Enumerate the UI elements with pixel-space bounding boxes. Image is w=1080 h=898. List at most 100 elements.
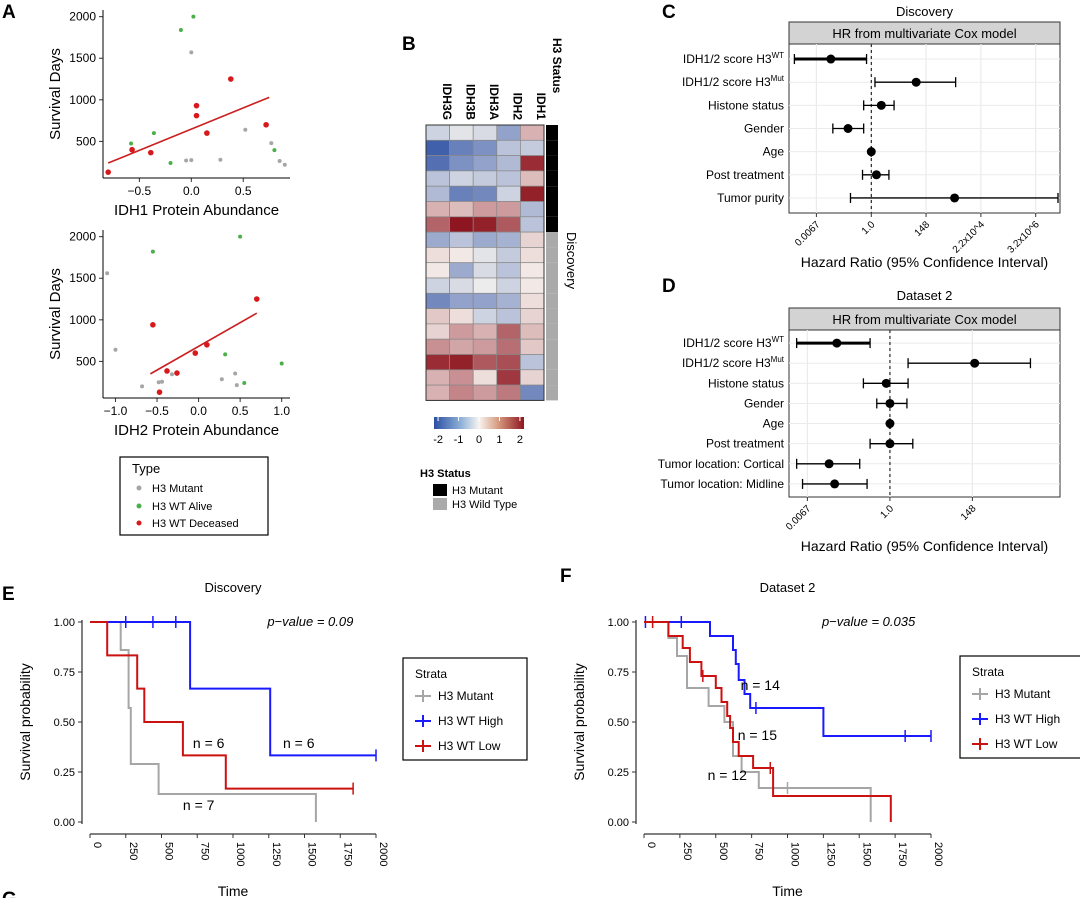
heatmap-cell: [425, 155, 450, 172]
scatter-point-mutant: [277, 158, 282, 163]
scatter-point-mutant: [184, 158, 189, 163]
forest-point: [950, 193, 960, 203]
scatter-point-deceased: [193, 112, 200, 119]
forest-header-text: HR from multivariate Cox model: [832, 26, 1016, 41]
km-x-axis-label: Time: [772, 883, 803, 898]
forest-row-label-text: Age: [763, 145, 785, 159]
forest-row-label-text: Gender: [744, 122, 784, 136]
km-count-annotation: n = 14: [741, 677, 781, 693]
status-strip-cell: [546, 293, 558, 309]
km-legend-title: Strata: [415, 667, 447, 681]
legend-type-title: Type: [132, 461, 160, 476]
colorbar-tick-label: -2: [433, 434, 443, 446]
forest-row-label: Tumor location: Midline: [660, 477, 784, 491]
heatmap-cell: [496, 384, 521, 401]
heatmap-cell: [496, 323, 521, 340]
scatter-point-mutant: [233, 371, 238, 376]
scatter-point-alive: [223, 352, 228, 357]
km-legend-label: H3 Mutant: [995, 687, 1051, 701]
y-tick-label: 500: [76, 134, 96, 148]
panel-label-d: D: [662, 276, 676, 297]
scatter-point-mutant: [234, 383, 239, 388]
heatmap-cell: [425, 139, 450, 156]
x-axis-label: IDH2 Protein Abundance: [114, 422, 279, 439]
scatter-point-alive: [279, 361, 284, 366]
forest-row-label-sup: Mut: [771, 74, 785, 83]
heatmap-cell: [449, 384, 474, 401]
km-x-tick-label: 500: [163, 842, 175, 860]
forest-x-tick-label: 0.0067: [793, 219, 823, 249]
forest-row-label: Post treatment: [706, 168, 785, 182]
forest-dataset2: Dataset 2 HR from multivariate Cox model I…: [658, 288, 1061, 554]
scatter-point-alive: [191, 14, 196, 19]
scatter-idh2: −1.0 −0.5 0.0 0.5 1.0 500 1000 1500 2000 IDH2 Pro…: [47, 230, 290, 439]
forest-row-label-sup: WT: [772, 51, 785, 60]
scatter-point-mutant: [269, 141, 274, 146]
forest-point: [881, 378, 891, 388]
heatmap-cell: [425, 323, 450, 340]
heatmap-cell: [449, 201, 474, 218]
colorbar-tick-label: 1: [496, 434, 502, 446]
scatter-point-mutant: [113, 347, 118, 352]
heatmap-cell: [425, 185, 450, 202]
km-count-annotation: n = 15: [738, 727, 778, 743]
status-strip-cell: [546, 125, 558, 141]
heatmap-cell: [520, 308, 545, 325]
forest-discovery: Discovery HR from multivariate Cox model I…: [682, 4, 1061, 270]
colorbar-gradient: [434, 417, 524, 429]
heatmap-cell: [496, 124, 521, 141]
heatmap-cell: [496, 139, 521, 156]
status-legend-label-mutant: H3 Mutant: [452, 485, 503, 497]
forest-row-label-text: Gender: [744, 396, 784, 410]
km-x-tick-label: 1000: [789, 842, 801, 866]
heatmap-cell: [472, 201, 498, 218]
km-count-annotation: n = 6: [193, 735, 225, 751]
scatter-point-alive: [129, 141, 134, 146]
forest-title: Dataset 2: [897, 288, 953, 303]
y-tick-label: 1500: [69, 271, 96, 285]
forest-row-label: Post treatment: [706, 437, 785, 451]
forest-point: [866, 147, 876, 157]
forest-row-label: IDH1/2 score H3WT: [683, 51, 784, 66]
scatter-point-alive: [151, 131, 156, 136]
forest-point: [876, 100, 886, 110]
scatter-point-deceased: [192, 350, 199, 356]
heatmap-cell: [449, 247, 474, 264]
scatter-point-deceased: [105, 169, 111, 175]
forest-x-axis-label: Hazard Ratio (95% Confidence Interval): [801, 538, 1048, 554]
heatmap-cell: [520, 247, 545, 264]
heatmap-cell: [449, 323, 474, 340]
forest-x-tick-label: 1.0: [860, 219, 878, 237]
panel-label-c: C: [662, 2, 676, 23]
km-x-tick-label: 750: [753, 842, 765, 860]
forest-point: [871, 170, 881, 180]
status-strip-cell: [546, 278, 558, 294]
km-y-tick-label: 0.00: [608, 817, 629, 829]
heatmap-cell: [496, 308, 521, 325]
heatmap-column-label: IDH3G: [440, 83, 454, 120]
heatmap-cell: [472, 308, 498, 325]
km-y-tick-label: 0.25: [608, 767, 629, 779]
heatmap-cell: [520, 354, 545, 371]
heatmap-cell: [496, 354, 521, 371]
km-curve-high: [644, 621, 931, 737]
km-legend-title: Strata: [972, 665, 1004, 679]
panel-label-b: B: [402, 34, 416, 55]
status-strip-cell: [546, 216, 558, 233]
heatmap-cell: [496, 231, 521, 248]
scatter-point-deceased: [156, 389, 163, 395]
regression-line: [149, 312, 258, 375]
heatmap-column-label: IDH2: [511, 93, 525, 121]
y-tick-label: 500: [76, 354, 96, 368]
heatmap-cell: [520, 231, 545, 248]
heatmap-cell: [425, 247, 450, 264]
heatmap-cell: [496, 155, 521, 172]
legend-label-deceased: H3 WT Deceased: [152, 518, 239, 530]
forest-x-tick-label: 3.2x10^6: [1006, 219, 1043, 256]
y-tick-label: 1000: [69, 313, 96, 327]
km-x-tick-label: 1250: [824, 842, 836, 866]
km-x-axis-label: Time: [218, 883, 249, 898]
heatmap-cell: [496, 262, 521, 279]
legend-type: Type H3 Mutant H3 WT Alive H3 WT Decease…: [119, 456, 269, 536]
km-y-tick-label: 0.50: [54, 717, 75, 729]
